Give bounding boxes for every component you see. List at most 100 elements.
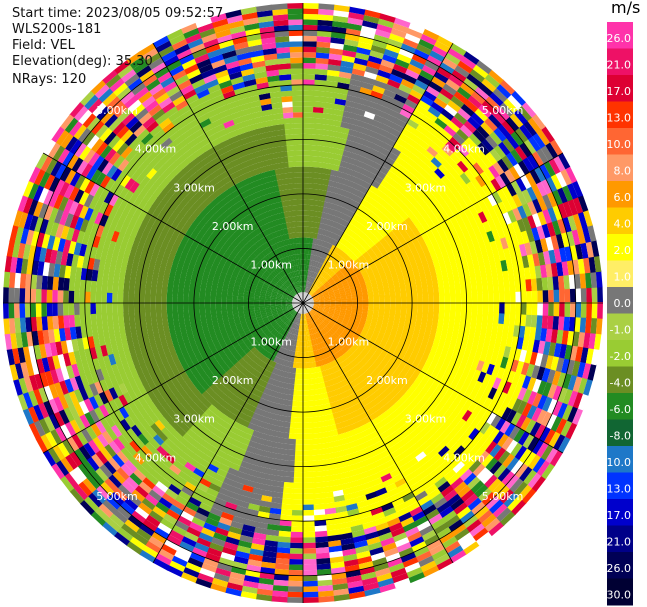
range-gate <box>81 428 93 444</box>
range-gate <box>260 37 276 45</box>
range-gate <box>274 431 283 438</box>
range-gate <box>292 237 297 244</box>
range-gate <box>430 75 446 88</box>
range-gate <box>269 317 275 323</box>
range-gate <box>130 82 146 96</box>
range-gate <box>363 244 371 252</box>
range-gate <box>99 379 109 393</box>
range-gate <box>487 282 494 294</box>
range-gate <box>202 271 210 278</box>
range-gate <box>472 201 483 214</box>
range-gate <box>134 172 147 185</box>
range-gate <box>349 175 359 184</box>
range-gate <box>282 206 289 213</box>
range-gate <box>294 306 299 311</box>
range-gate <box>297 276 300 282</box>
range-gate <box>403 98 418 110</box>
range-gate <box>35 436 49 454</box>
range-gate <box>212 23 230 34</box>
range-gate <box>229 400 238 409</box>
range-gate <box>362 261 370 268</box>
range-gate <box>335 298 342 302</box>
range-gate <box>245 513 259 522</box>
range-gate <box>446 99 461 113</box>
range-gate <box>161 492 176 505</box>
range-gate <box>238 62 254 72</box>
range-gate <box>322 102 335 110</box>
range-gate <box>189 43 206 55</box>
range-gate <box>326 225 333 232</box>
range-gate <box>245 89 259 98</box>
range-gate <box>30 359 40 376</box>
range-gate <box>309 277 313 283</box>
range-gate <box>232 351 240 359</box>
range-gate <box>377 285 384 292</box>
range-gate <box>243 290 250 295</box>
range-gate <box>335 248 342 255</box>
range-gate <box>330 31 346 39</box>
range-gate <box>303 368 307 374</box>
range-gate <box>197 229 206 238</box>
range-gate <box>126 428 139 441</box>
range-gate <box>8 287 15 304</box>
range-gate <box>293 133 303 140</box>
range-gate <box>141 74 158 88</box>
range-gate <box>514 127 529 143</box>
range-gate <box>95 467 109 483</box>
range-gate <box>254 425 263 433</box>
range-gate <box>531 197 543 214</box>
range-gate <box>340 278 347 284</box>
range-gate <box>202 38 219 49</box>
range-gate <box>114 409 125 423</box>
range-gate <box>406 194 417 205</box>
range-gate <box>157 189 168 201</box>
range-gate <box>353 183 363 192</box>
range-gate <box>101 69 118 85</box>
range-gate <box>172 289 179 297</box>
range-gate <box>292 311 297 316</box>
range-gate <box>270 102 283 110</box>
range-gate <box>526 200 538 215</box>
range-gate <box>217 522 232 532</box>
range-gate <box>292 106 303 113</box>
range-gate <box>260 276 267 282</box>
range-gate <box>276 282 282 287</box>
range-gate <box>280 162 289 169</box>
range-gate <box>463 248 472 260</box>
range-gate <box>156 133 170 146</box>
range-gate <box>552 204 563 221</box>
range-gate <box>292 303 298 305</box>
range-gate <box>118 199 129 212</box>
range-gate <box>486 193 498 207</box>
range-gate <box>367 55 383 65</box>
range-gate <box>259 278 266 284</box>
range-gate <box>177 412 188 423</box>
range-gate <box>284 311 290 315</box>
range-gate <box>264 337 271 344</box>
range-gate <box>89 246 98 260</box>
range-gate <box>521 188 533 204</box>
range-gate <box>346 278 353 283</box>
range-gate <box>68 240 77 255</box>
range-gate <box>309 172 317 179</box>
range-gate <box>142 477 156 490</box>
range-gate <box>320 212 327 219</box>
range-gate <box>328 47 344 56</box>
range-gate <box>52 236 61 252</box>
range-gate <box>296 357 301 363</box>
range-gate <box>346 250 354 257</box>
range-gate <box>302 232 307 238</box>
range-gate <box>487 113 502 128</box>
range-gate <box>351 147 362 156</box>
range-gate <box>233 230 241 238</box>
range-gate <box>571 180 584 198</box>
range-gate <box>294 296 299 300</box>
range-gate <box>287 161 296 168</box>
range-gate <box>366 100 380 110</box>
range-gate <box>96 313 103 326</box>
range-gate <box>212 64 228 75</box>
range-gate <box>382 118 395 128</box>
range-gate <box>358 254 365 262</box>
range-gate <box>453 201 464 213</box>
range-gate <box>298 319 301 325</box>
